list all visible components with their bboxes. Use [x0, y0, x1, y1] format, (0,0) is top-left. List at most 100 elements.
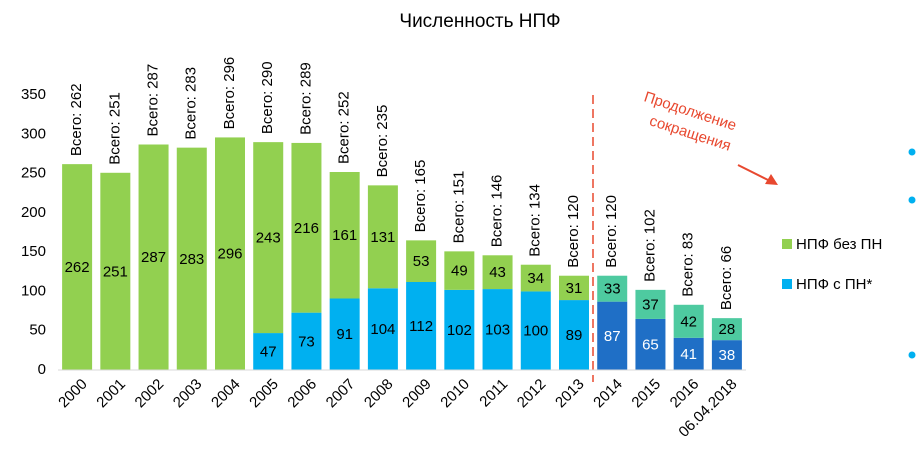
bar-segment	[635, 289, 666, 319]
bar-segment	[291, 142, 322, 313]
data-label: 87	[604, 328, 621, 345]
bar-segment	[176, 147, 207, 370]
bar-segment	[253, 142, 284, 334]
data-label: 100	[523, 323, 548, 340]
bar-segment	[673, 337, 704, 370]
arrow-head	[765, 174, 778, 185]
bar-segment	[482, 255, 513, 290]
y-tick-label: 200	[21, 204, 46, 221]
x-tick-label: 2012	[514, 376, 550, 412]
bar-segment	[444, 289, 475, 370]
bar-segment	[559, 275, 589, 301]
bar-segment	[444, 251, 475, 290]
total-label: Всего: 83	[680, 232, 697, 296]
total-label: Всего: 296	[221, 57, 238, 130]
y-tick-label: 350	[21, 86, 46, 103]
total-label: Всего: 134	[527, 184, 544, 257]
bar-segment	[329, 172, 360, 299]
x-tick-label: 2013	[552, 376, 588, 412]
total-label: Всего: 251	[106, 92, 123, 165]
data-label: 262	[65, 259, 90, 276]
data-label: 91	[336, 326, 353, 343]
x-tick-label: 2007	[323, 376, 359, 412]
data-label: 53	[413, 253, 430, 270]
total-label: Всего: 290	[259, 61, 276, 134]
x-tick-label: 2001	[93, 376, 129, 412]
data-label: 34	[527, 270, 544, 287]
total-label: Всего: 102	[641, 209, 658, 282]
data-label: 251	[103, 263, 128, 280]
x-tick-label: 2008	[361, 376, 397, 412]
bar-segment	[62, 164, 93, 370]
data-label: 89	[566, 327, 583, 344]
data-label: 41	[680, 346, 697, 363]
y-tick-label: 250	[21, 165, 46, 182]
data-label: 73	[298, 333, 315, 350]
y-tick-label: 0	[38, 361, 46, 378]
arrow	[737, 164, 771, 182]
data-label: 112	[409, 318, 433, 335]
bullet	[908, 196, 916, 204]
bar-segment	[520, 291, 551, 370]
bar-segment	[559, 300, 589, 370]
bar-segment	[520, 264, 551, 292]
data-label: 283	[179, 251, 204, 268]
bar-segment	[329, 298, 360, 370]
bar-segment	[291, 312, 322, 370]
x-tick-label: 2014	[590, 376, 626, 412]
legend-label: НПФ с ПН*	[796, 276, 872, 293]
x-tick-label: 2009	[399, 376, 435, 412]
x-tick-label: 2006	[284, 376, 320, 412]
bar-segment	[138, 144, 169, 370]
x-tick-label: 2000	[55, 376, 91, 412]
data-label: 47	[260, 344, 277, 361]
data-label: 28	[719, 321, 736, 338]
x-tick-label: 2010	[437, 376, 473, 412]
bar-segment	[635, 318, 666, 370]
data-label: 43	[489, 264, 506, 281]
bar-segment	[367, 288, 398, 370]
data-label: 131	[370, 229, 395, 246]
y-tick-label: 150	[21, 243, 46, 260]
data-label: 103	[485, 322, 510, 339]
data-label: 296	[217, 246, 242, 263]
bar-segment	[406, 240, 437, 282]
bar-segment	[711, 318, 742, 341]
total-label: Всего: 120	[565, 195, 582, 268]
x-tick-label: 2015	[628, 376, 664, 412]
bullet	[908, 351, 916, 359]
y-tick-label: 50	[29, 322, 46, 339]
total-label: Всего: 262	[68, 83, 85, 156]
chart-title: Численность НПФ	[399, 11, 560, 32]
total-label: Всего: 151	[450, 171, 467, 244]
data-label: 102	[447, 322, 472, 339]
total-label: Всего: 120	[603, 195, 620, 268]
bar-segment	[597, 275, 628, 302]
bar-segment	[711, 340, 742, 370]
total-label: Всего: 235	[374, 105, 391, 178]
total-label: Всего: 146	[489, 175, 506, 248]
data-label: 65	[642, 336, 659, 353]
total-label: Всего: 252	[336, 91, 353, 164]
data-label: 243	[256, 230, 281, 247]
x-tick-label: 2003	[170, 376, 206, 412]
bar-segment	[482, 289, 513, 370]
data-label: 49	[451, 263, 468, 280]
y-tick-label: 100	[21, 282, 46, 299]
x-tick-label: 2002	[132, 376, 168, 412]
data-label: 104	[370, 321, 395, 338]
y-tick-label: 300	[21, 125, 46, 142]
x-tick-label: 2004	[208, 376, 244, 412]
x-tick-label: 2005	[246, 376, 282, 412]
legend-swatch	[782, 239, 792, 249]
total-label: Всего: 283	[183, 67, 200, 140]
data-label: 33	[604, 281, 621, 298]
data-label: 216	[294, 220, 319, 237]
data-label: 38	[719, 347, 736, 364]
total-label: Всего: 165	[412, 160, 429, 233]
bar-segment	[215, 137, 245, 370]
bar-segment	[597, 301, 628, 370]
bar-segment	[100, 172, 131, 370]
bar-segment	[253, 333, 284, 370]
